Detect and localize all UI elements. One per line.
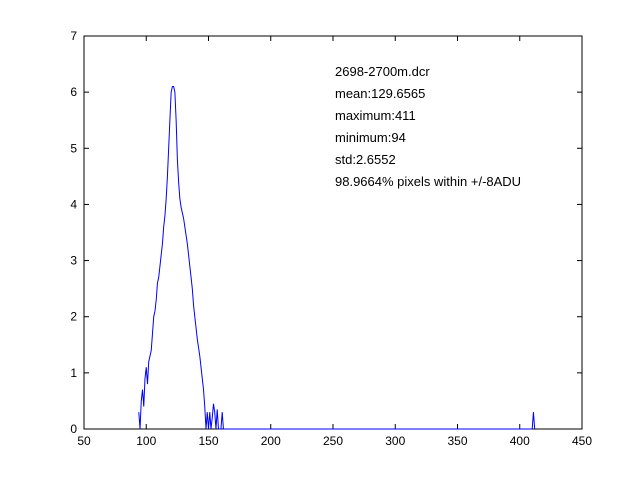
- annotation-mean: mean:129.6565: [335, 86, 425, 101]
- y-tick-label: 1: [70, 366, 77, 380]
- statistics-annotation: 2698-2700m.dcr mean:129.6565 maximum:411…: [335, 64, 521, 189]
- y-tick-labels: 0 1 2 3 4 5 6 7: [70, 29, 77, 436]
- histogram-line: [138, 86, 536, 430]
- x-tick-label: 200: [261, 434, 281, 448]
- y-tick-label: 4: [70, 197, 77, 211]
- x-tick-label: 300: [385, 434, 405, 448]
- y-tick-label: 2: [70, 310, 77, 324]
- x-tick-label: 50: [77, 434, 91, 448]
- y-tick-label: 3: [70, 254, 77, 268]
- y-tick-label: 6: [70, 85, 77, 99]
- y-tick-label: 7: [70, 29, 77, 43]
- x-tick-label: 400: [510, 434, 530, 448]
- y-tick-label: 5: [70, 141, 77, 155]
- annotation-filename: 2698-2700m.dcr: [335, 64, 430, 79]
- plot-area: [83, 35, 583, 430]
- annotation-maximum: maximum:411: [335, 108, 416, 123]
- y-tick-label: 0: [70, 422, 77, 436]
- axis-ticks: [83, 35, 583, 430]
- x-tick-label: 250: [323, 434, 343, 448]
- annotation-minimum: minimum:94: [335, 130, 406, 145]
- x-tick-label: 150: [198, 434, 218, 448]
- x-tick-labels: 50 100 150 200 250 300 350 400 450: [77, 434, 592, 448]
- x-tick-label: 450: [572, 434, 592, 448]
- x-tick-label: 100: [136, 434, 156, 448]
- annotation-std: std:2.6552: [335, 152, 396, 167]
- annotation-within: 98.9664% pixels within +/-8ADU: [335, 174, 521, 189]
- x-tick-label: 350: [447, 434, 467, 448]
